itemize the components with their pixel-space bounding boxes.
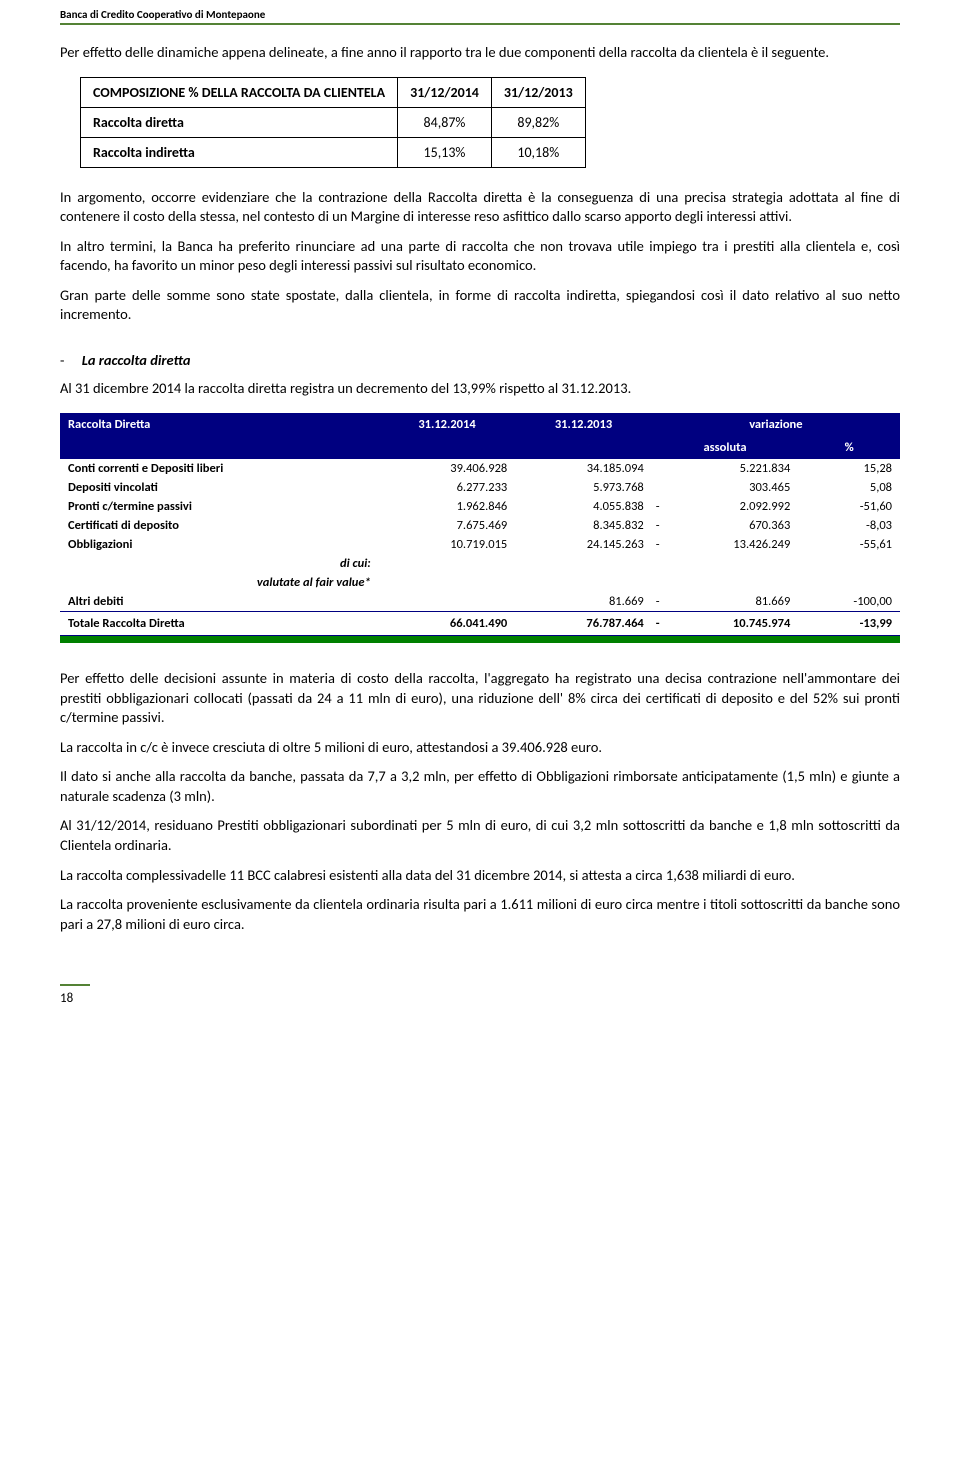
cell-value: 15,13% <box>398 137 492 167</box>
cell-value: 2.092.992 <box>662 497 799 516</box>
composition-table: COMPOSIZIONE % DELLA RACCOLTA DA CLIENTE… <box>80 77 586 168</box>
cell-value: -55,61 <box>798 535 900 554</box>
cell-sign: - <box>652 516 662 535</box>
cell-sign: - <box>652 535 662 554</box>
cell-value: 81.669 <box>515 592 652 612</box>
cell-value: 66.041.490 <box>379 611 516 635</box>
cell-value: -51,60 <box>798 497 900 516</box>
cell-value: 6.277.233 <box>379 478 516 497</box>
cell-sign: - <box>652 497 662 516</box>
cell-sign: - <box>652 611 662 635</box>
cell-sign <box>652 478 662 497</box>
document-page: Banca di Credito Cooperativo di Montepao… <box>0 0 960 1036</box>
table-row: Raccolta diretta 84,87% 89,82% <box>81 107 586 137</box>
cell-value: 15,28 <box>798 459 900 478</box>
col-2013: 31/12/2013 <box>491 77 585 107</box>
cell-value: 10.719.015 <box>379 535 516 554</box>
cell-value: 24.145.263 <box>515 535 652 554</box>
body-paragraph: La raccolta in c/c è invece cresciuta di… <box>60 738 900 758</box>
raccolta-diretta-table: Raccolta Diretta 31.12.2014 31.12.2013 v… <box>60 413 900 644</box>
cell-value: 84,87% <box>398 107 492 137</box>
row-label: Altri debiti <box>60 592 379 612</box>
cell-value: 10,18% <box>491 137 585 167</box>
cell-value: 8.345.832 <box>515 516 652 535</box>
table-row: Depositi vincolati 6.277.233 5.973.768 3… <box>60 478 900 497</box>
col-assoluta: assoluta <box>652 436 799 459</box>
table-row: Pronti c/termine passivi 1.962.846 4.055… <box>60 497 900 516</box>
body-paragraph: In altro termini, la Banca ha preferito … <box>60 237 900 276</box>
table-header-row: COMPOSIZIONE % DELLA RACCOLTA DA CLIENTE… <box>81 77 586 107</box>
cell-sign <box>652 459 662 478</box>
table-row: Certificati di deposito 7.675.469 8.345.… <box>60 516 900 535</box>
col-2014: 31.12.2014 <box>379 413 516 459</box>
cell-sign: - <box>652 592 662 612</box>
cell-value <box>379 592 516 612</box>
cell-value: 76.787.464 <box>515 611 652 635</box>
cell-value: 5.221.834 <box>662 459 799 478</box>
cell-value: 1.962.846 <box>379 497 516 516</box>
row-label: Pronti c/termine passivi <box>60 497 379 516</box>
body-paragraph: Il dato si anche alla raccolta da banche… <box>60 767 900 806</box>
row-label: Certificati di deposito <box>60 516 379 535</box>
row-label: Raccolta diretta <box>81 107 398 137</box>
row-label: Raccolta indiretta <box>81 137 398 167</box>
cell-value: 5.973.768 <box>515 478 652 497</box>
table-row: Obbligazioni 10.719.015 24.145.263 - 13.… <box>60 535 900 554</box>
col-2014: 31/12/2014 <box>398 77 492 107</box>
table-title: COMPOSIZIONE % DELLA RACCOLTA DA CLIENTE… <box>81 77 398 107</box>
page-number: 18 <box>60 984 90 1006</box>
body-paragraph: Al 31/12/2014, residuano Prestiti obblig… <box>60 816 900 855</box>
sub-label: di cui: <box>60 554 379 573</box>
cell-value: 670.363 <box>662 516 799 535</box>
cell-value: 89,82% <box>491 107 585 137</box>
cell-value: 4.055.838 <box>515 497 652 516</box>
cell-value: -8,03 <box>798 516 900 535</box>
col-title: Raccolta Diretta <box>60 413 379 459</box>
section-title: La raccolta diretta <box>82 351 191 369</box>
table-row: Raccolta indiretta 15,13% 10,18% <box>81 137 586 167</box>
sub-label: valutate al fair value* <box>60 573 379 592</box>
table-header-row: Raccolta Diretta 31.12.2014 31.12.2013 v… <box>60 413 900 436</box>
table-subrow: di cui: <box>60 554 900 573</box>
cell-value: 10.745.974 <box>662 611 799 635</box>
bank-name-header: Banca di Credito Cooperativo di Montepao… <box>60 0 900 23</box>
body-paragraph: La raccolta complessivadelle 11 BCC cala… <box>60 866 900 886</box>
dash-bullet: - <box>60 351 64 369</box>
table-row: Conti correnti e Depositi liberi 39.406.… <box>60 459 900 478</box>
table-total-row: Totale Raccolta Diretta 66.041.490 76.78… <box>60 611 900 635</box>
col-variazione: variazione <box>652 413 900 436</box>
cell-value: 39.406.928 <box>379 459 516 478</box>
cell-value: 34.185.094 <box>515 459 652 478</box>
row-label: Obbligazioni <box>60 535 379 554</box>
body-paragraph: Per effetto delle decisioni assunte in m… <box>60 669 900 728</box>
header-rule <box>60 23 900 25</box>
section-heading: - La raccolta diretta <box>60 351 900 369</box>
cell-value: 303.465 <box>662 478 799 497</box>
cell-value: 81.669 <box>662 592 799 612</box>
col-2013: 31.12.2013 <box>515 413 652 459</box>
row-label: Depositi vincolati <box>60 478 379 497</box>
body-paragraph: La raccolta proveniente esclusivamente d… <box>60 895 900 934</box>
table-subrow: valutate al fair value* <box>60 573 900 592</box>
table-row: Altri debiti 81.669 - 81.669 -100,00 <box>60 592 900 612</box>
cell-value: -13,99 <box>798 611 900 635</box>
total-label: Totale Raccolta Diretta <box>60 611 379 635</box>
cell-value: -100,00 <box>798 592 900 612</box>
body-paragraph: In argomento, occorre evidenziare che la… <box>60 188 900 227</box>
cell-value: 5,08 <box>798 478 900 497</box>
col-percent: % <box>798 436 900 459</box>
cell-value: 7.675.469 <box>379 516 516 535</box>
section-intro: Al 31 dicembre 2014 la raccolta diretta … <box>60 379 900 399</box>
row-label: Conti correnti e Depositi liberi <box>60 459 379 478</box>
body-paragraph: Gran parte delle somme sono state sposta… <box>60 286 900 325</box>
cell-value: 13.426.249 <box>662 535 799 554</box>
table-bottom-bar <box>60 635 900 643</box>
intro-paragraph: Per effetto delle dinamiche appena delin… <box>60 43 900 63</box>
